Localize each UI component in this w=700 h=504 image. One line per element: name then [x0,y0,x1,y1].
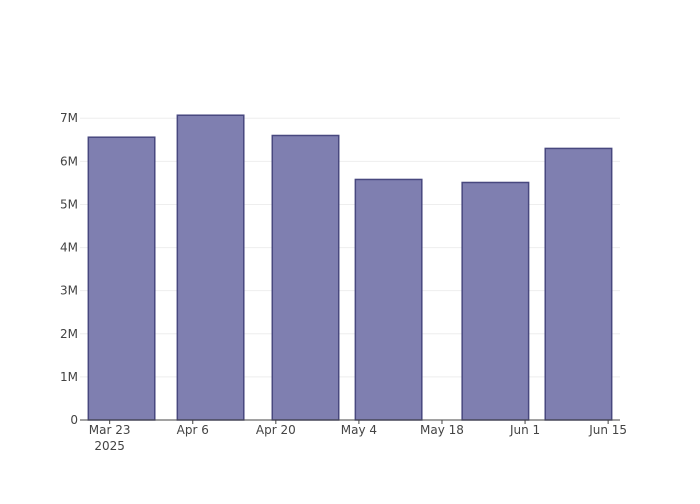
x-tick-label: Jun 1 [509,423,540,437]
y-tick-label: 4M [60,241,78,255]
y-tick-label: 0 [70,413,78,427]
x-tick-label-line: Apr 6 [177,423,209,437]
x-tick-label-line: Mar 23 [89,423,131,437]
x-tick-label: Mar 23 2025 [89,423,131,453]
x-tick-label: May 4 [341,423,377,437]
y-tick-label: 3M [60,284,78,298]
x-tick-label: Apr 20 [256,423,296,437]
x-tick-label: Apr 6 [177,423,209,437]
x-tick-label-line: 2025 [94,439,125,453]
bar [354,178,423,421]
bar [87,136,156,421]
bar [176,114,245,421]
x-tick-label: May 18 [420,423,464,437]
x-tick-label-line: May 4 [341,423,377,437]
bar [271,134,340,421]
y-tick-label: 2M [60,327,78,341]
x-tick-label-line: Jun 1 [509,423,540,437]
y-tick-label: 1M [60,370,78,384]
x-tick-label-line: Jun 15 [588,423,627,437]
x-tick-label: Jun 15 [588,423,627,437]
y-tick-label: 6M [60,154,78,168]
x-tick-label-line: Apr 20 [256,423,296,437]
x-tick-label-line: May 18 [420,423,464,437]
bar [544,147,613,421]
bar [461,181,530,421]
y-tick-label: 5M [60,197,78,211]
y-tick-label: 7M [60,111,78,125]
